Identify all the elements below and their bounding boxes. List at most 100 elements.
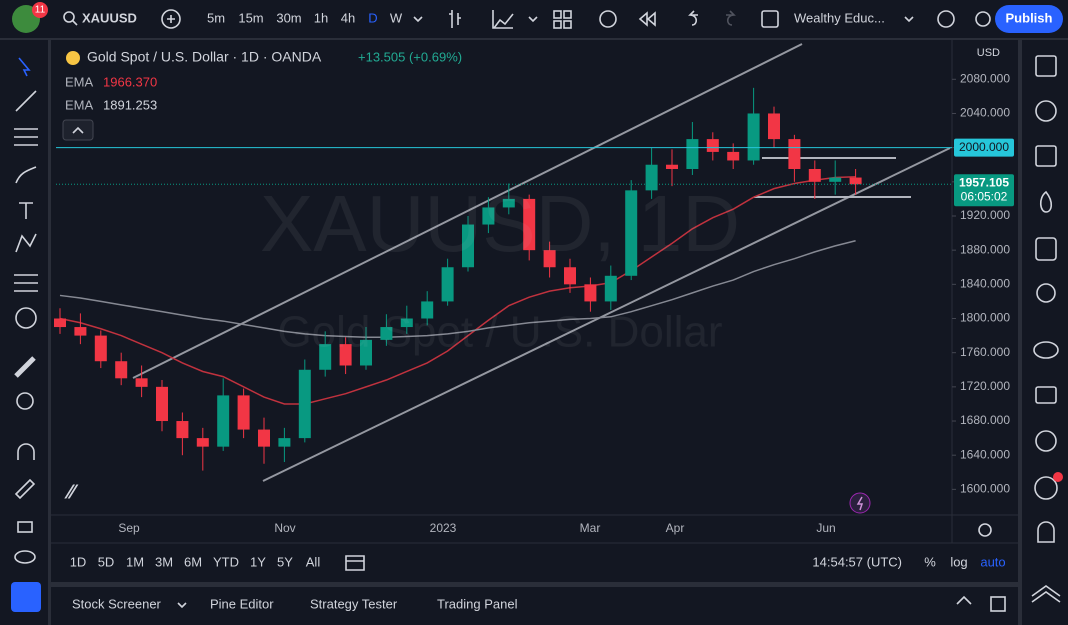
range-button[interactable]: 1Y <box>250 554 266 569</box>
chart-panel <box>51 40 1018 582</box>
axis-settings[interactable] <box>978 523 992 537</box>
panel-tab[interactable]: Pine Editor <box>210 596 274 611</box>
undo-icon[interactable] <box>688 10 698 26</box>
interval-button[interactable]: D <box>368 10 377 25</box>
candle-body <box>380 327 393 340</box>
magnet-tool[interactable] <box>17 443 35 460</box>
forecast-tool[interactable] <box>14 274 38 292</box>
replay-icon[interactable] <box>638 11 656 27</box>
candle-body <box>747 113 760 161</box>
collapse-icon[interactable] <box>1031 585 1061 603</box>
trendline-tool[interactable] <box>15 90 37 112</box>
range-button[interactable]: All <box>306 554 321 569</box>
range-button[interactable]: 6M <box>184 554 202 569</box>
watchlist-icon[interactable] <box>1035 55 1057 77</box>
fib-tool[interactable] <box>14 128 38 146</box>
candle-body <box>462 224 474 268</box>
candle-body <box>523 198 536 251</box>
ideas-icon[interactable] <box>1036 283 1056 303</box>
interval-button[interactable]: 4h <box>341 10 355 25</box>
compare-icon[interactable] <box>161 9 181 29</box>
screener-chevron[interactable] <box>177 602 187 609</box>
publish-button[interactable] <box>995 5 1063 33</box>
link-tool[interactable] <box>11 582 41 612</box>
interval-chevron[interactable] <box>413 16 423 23</box>
legend-collapse-icon <box>72 126 84 134</box>
layout-icon[interactable] <box>553 10 562 19</box>
left-toolbar <box>0 40 48 625</box>
help-icon[interactable] <box>1035 430 1057 452</box>
brush-tool[interactable] <box>15 166 37 184</box>
layout-name[interactable]: Wealthy Educ... <box>794 10 885 25</box>
calendar-icon[interactable] <box>1035 237 1057 261</box>
interval-button[interactable]: 15m <box>238 10 263 25</box>
candle-body <box>482 207 495 225</box>
alert-icon[interactable] <box>599 10 617 28</box>
draw-mode-tool[interactable] <box>14 478 36 500</box>
candle-body <box>360 339 372 366</box>
notifications-icon[interactable] <box>1037 521 1055 543</box>
streams-icon[interactable] <box>1033 341 1059 359</box>
redo-icon[interactable] <box>726 10 736 26</box>
news-icon[interactable] <box>1035 145 1057 167</box>
y-tick-label: 1840.000 <box>960 277 1010 291</box>
range-button[interactable]: 1D <box>70 554 87 569</box>
icons-tool[interactable] <box>15 307 37 329</box>
settings-icon[interactable] <box>975 11 991 27</box>
hotlist-icon[interactable] <box>1039 190 1053 213</box>
ema-legend-name: EMA <box>65 74 94 89</box>
layout-box-icon[interactable] <box>761 10 779 28</box>
log-toggle[interactable]: log <box>950 554 967 569</box>
candle-body <box>156 386 168 422</box>
panel-tab[interactable]: Stock Screener <box>72 596 162 611</box>
cursor-tool[interactable] <box>18 57 31 77</box>
chats-icon[interactable] <box>1035 386 1057 404</box>
candle-body <box>298 369 311 439</box>
symbol[interactable]: XAUUSD <box>82 10 137 25</box>
text-tool[interactable] <box>19 202 33 219</box>
pattern-tool[interactable] <box>15 233 37 253</box>
candle-body <box>74 327 87 336</box>
percent-toggle[interactable]: % <box>924 554 936 569</box>
range-button[interactable]: 3M <box>155 554 173 569</box>
clock[interactable]: 14:54:57 (UTC) <box>812 554 902 569</box>
panel-maximize[interactable] <box>990 596 1006 612</box>
search-icon[interactable] <box>63 11 75 23</box>
candle-body <box>768 113 780 140</box>
interval-button[interactable]: 5m <box>207 10 225 25</box>
indicator-chevron[interactable] <box>528 16 538 23</box>
layout-chevron[interactable] <box>904 16 914 23</box>
interval-button[interactable]: W <box>390 10 403 25</box>
events-icon[interactable] <box>849 492 871 514</box>
quick-search-icon[interactable] <box>937 10 955 28</box>
candle-body <box>339 344 352 366</box>
publish-label[interactable]: Publish <box>1006 10 1053 25</box>
ema-line <box>59 240 856 339</box>
indicators-icon[interactable] <box>492 10 514 29</box>
hide-tool[interactable] <box>14 550 36 564</box>
candle-body <box>319 344 332 370</box>
panel-tab[interactable]: Strategy Tester <box>310 596 398 611</box>
range-button[interactable]: 5Y <box>277 554 293 569</box>
alerts-icon[interactable] <box>1035 100 1057 122</box>
bar-style-icon[interactable] <box>449 10 461 28</box>
auto-toggle[interactable]: auto <box>980 554 1005 569</box>
y-tick-label: 2080.000 <box>960 71 1010 85</box>
currency[interactable]: USD <box>977 47 1000 59</box>
interval-button[interactable]: 30m <box>276 10 301 25</box>
lock-tool[interactable] <box>17 521 33 533</box>
zoom-tool[interactable] <box>16 392 34 410</box>
candle-body <box>278 438 291 447</box>
bottom-panel <box>51 587 1018 625</box>
candle-body <box>727 151 740 161</box>
range-button[interactable]: YTD <box>213 554 239 569</box>
range-button[interactable]: 1M <box>126 554 144 569</box>
ruler-tool[interactable] <box>14 356 36 378</box>
interval-button[interactable]: 1h <box>314 10 328 25</box>
panel-collapse[interactable] <box>956 595 972 605</box>
range-button[interactable]: 5D <box>98 554 115 569</box>
goto-date-icon[interactable] <box>345 555 365 571</box>
broadcast-icon[interactable] <box>1034 476 1058 500</box>
panel-tab[interactable]: Trading Panel <box>437 596 518 611</box>
legend-collapse[interactable] <box>62 119 94 141</box>
